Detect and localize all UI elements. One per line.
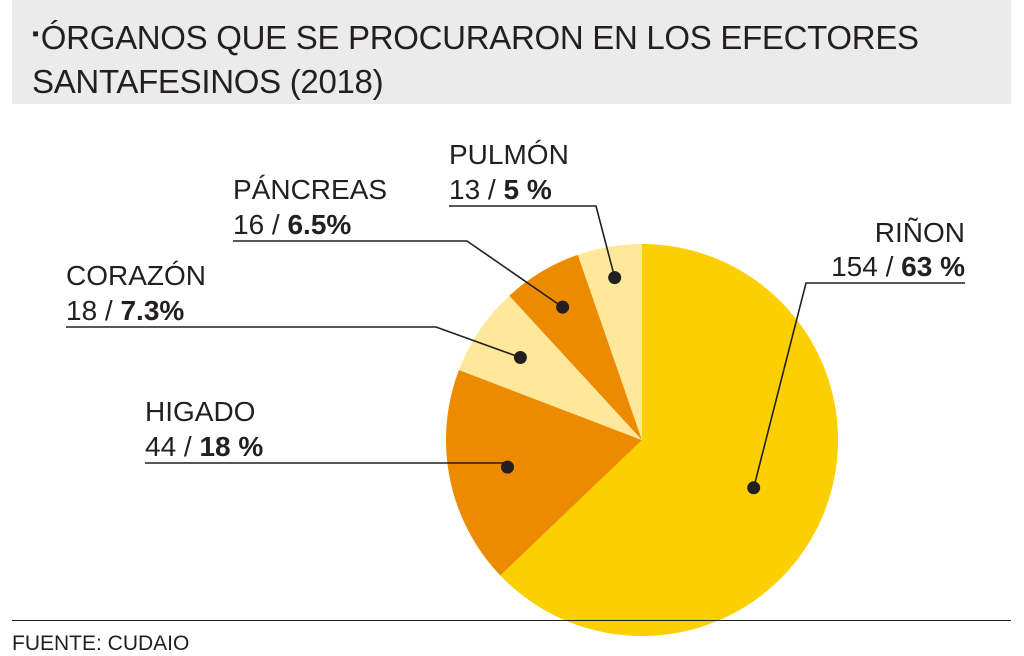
leader-line-5 [449, 205, 616, 278]
slice-count-2: 44 / [145, 431, 199, 462]
bullet-icon: ▪ [32, 23, 39, 45]
pie-slice-3 [458, 295, 642, 440]
pie-slice-5 [577, 244, 642, 440]
slice-percent-1: 63 % [901, 251, 965, 282]
chart-title-line1: ÓRGANOS QUE SE PROCURARON EN LOS EFECTOR… [40, 19, 919, 56]
pie-slice-1 [500, 244, 838, 636]
source-note: FUENTE: CUDAIO [12, 632, 190, 655]
pie-slice-2 [445, 369, 642, 576]
slice-label-5: PULMÓN [449, 139, 569, 170]
slice-percent-3: 7.3% [120, 295, 184, 326]
slice-percent-2: 18 % [199, 431, 263, 462]
slice-count-5: 13 / [449, 174, 503, 205]
slice-count-4: 16 / [233, 209, 287, 240]
leader-line-1 [752, 282, 965, 488]
slice-value-1: 154 / 63 % [831, 251, 965, 282]
slice-label-2: HIGADO [145, 396, 255, 427]
slice-percent-5: 5 % [503, 174, 551, 205]
slice-label-3: CORAZÓN [66, 260, 206, 291]
slice-percent-4: 6.5% [287, 209, 351, 240]
leader-dot-5 [608, 271, 622, 285]
leader-line-3 [66, 326, 521, 359]
slice-value-4: 16 / 6.5% [233, 209, 351, 240]
pie-slice-4 [509, 254, 642, 440]
slice-label-4: PÁNCREAS [233, 174, 387, 205]
chart-header: ▪ÓRGANOS QUE SE PROCURARON EN LOS EFECTO… [12, 0, 1011, 104]
slice-value-5: 13 / 5 % [449, 174, 552, 205]
slice-count-1: 154 / [831, 251, 901, 282]
slice-label-1: RIÑON [875, 217, 965, 248]
leader-dot-3 [513, 351, 527, 364]
slice-count-3: 18 / [66, 295, 120, 326]
leader-dot-1 [747, 481, 761, 495]
leader-dot-2 [501, 460, 514, 474]
slice-value-3: 18 / 7.3% [66, 295, 184, 326]
footer-divider [12, 620, 1011, 621]
leader-line-4 [233, 240, 564, 308]
chart-title-line2: SANTAFESINOS (2018) [32, 63, 384, 100]
slice-value-2: 44 / 18 % [145, 431, 263, 462]
leader-dot-4 [556, 300, 570, 314]
chart-title: ▪ÓRGANOS QUE SE PROCURARON EN LOS EFECTO… [32, 12, 932, 104]
